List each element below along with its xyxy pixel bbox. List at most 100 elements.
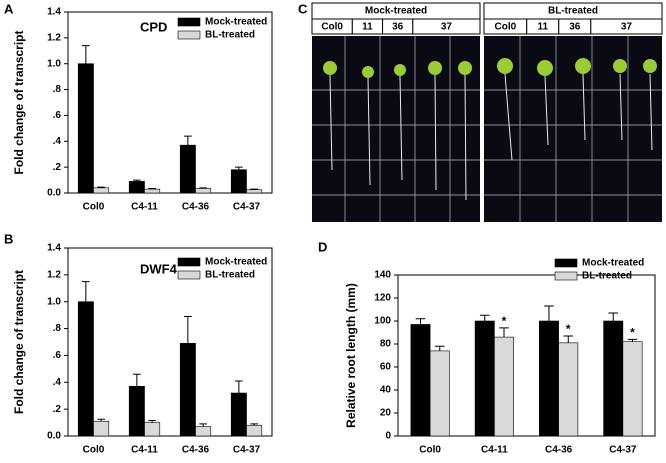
bar [539, 320, 559, 437]
x-tick-label: C4-37 [609, 445, 637, 456]
roots [329, 73, 653, 201]
plate-grid [312, 36, 662, 222]
significance-marker: * [502, 314, 507, 328]
y-tick-label: 140 [374, 270, 391, 281]
y-tick-label: 40 [380, 385, 392, 396]
bar [144, 188, 161, 194]
y-tick-label: .4 [53, 136, 62, 147]
legend-label: BL-treated [582, 271, 632, 282]
legend-label: BL-treated [205, 270, 255, 281]
y-tick-label: 1.4 [47, 7, 61, 18]
x-tick-label: C4-11 [481, 445, 508, 456]
bar [179, 343, 196, 437]
error-bar [627, 338, 638, 342]
legend-swatch [177, 257, 201, 267]
header-cell [590, 18, 663, 35]
x-tick-label: Col0 [83, 202, 105, 213]
x-tick-label: C4-36 [182, 202, 210, 213]
error-bar [250, 188, 258, 190]
column-label: Col0 [321, 22, 343, 33]
y-tick-label: 20 [380, 408, 392, 419]
y-tick-label: .8 [53, 323, 62, 334]
bar [195, 426, 212, 437]
bar [195, 188, 212, 194]
y-tick-label: .6 [53, 110, 62, 121]
significance-marker: * [566, 322, 571, 336]
x-tick-label: Col0 [83, 445, 105, 456]
group-label: Mock-treated [365, 6, 427, 17]
x-tick-label: C4-37 [233, 202, 261, 213]
bar [622, 341, 643, 437]
bar [429, 350, 450, 437]
bar [494, 336, 514, 437]
error-bar [415, 318, 426, 325]
panel-letter: C [298, 1, 308, 16]
error-bar [148, 420, 156, 423]
x-tick-label: C4-36 [545, 445, 573, 456]
error-bar [184, 315, 192, 344]
y-tick-label: .4 [53, 377, 62, 388]
bar [179, 144, 196, 194]
legend-swatch [177, 30, 201, 40]
panel-letter: A [4, 1, 14, 16]
error-bar [499, 327, 509, 338]
x-tick-label: C4-37 [233, 445, 261, 456]
significance-marker: * [630, 326, 635, 340]
y-axis-label: Relative root length (mm) [344, 283, 358, 428]
bar [558, 342, 579, 437]
error-bar [97, 418, 105, 422]
legend-swatch [554, 258, 578, 268]
error-bar [133, 179, 141, 182]
y-tick-label: 1.0 [47, 58, 61, 69]
column-label: 11 [362, 22, 373, 33]
chart-title: DWF4 [140, 261, 178, 276]
bar [410, 324, 431, 437]
bar [77, 301, 94, 437]
y-tick-label: 100 [374, 316, 391, 327]
error-bar [544, 305, 554, 321]
error-bar [235, 166, 243, 170]
y-tick-label: .6 [53, 350, 62, 361]
legend-label: Mock-treated [205, 257, 267, 268]
y-tick-label: .2 [53, 404, 62, 415]
panel-letter: D [318, 239, 327, 254]
column-label: 37 [441, 22, 453, 33]
plate-photo [484, 36, 662, 222]
bar [144, 422, 161, 437]
legend-label: BL-treated [205, 30, 255, 41]
column-label: 36 [392, 22, 404, 33]
panel-letter: B [4, 231, 13, 246]
plot-frame [67, 11, 273, 194]
y-tick-label: 0.0 [47, 431, 61, 442]
error-bar [199, 423, 207, 427]
bar [246, 189, 263, 194]
error-bar [250, 423, 258, 426]
error-bar [82, 45, 90, 64]
x-tick-label: Col0 [419, 445, 441, 456]
chart-title: CPD [140, 19, 167, 34]
x-tick-label: C4-11 [131, 202, 158, 213]
column-label: Col0 [495, 22, 517, 33]
legend-label: Mock-treated [205, 17, 267, 28]
error-bar [235, 380, 243, 394]
error-bar [199, 187, 207, 189]
error-bar [148, 187, 156, 190]
y-axis-label: Fold change of transcript [12, 30, 26, 174]
y-tick-label: 1.2 [47, 269, 61, 280]
legend-swatch [554, 271, 578, 281]
error-bar [434, 345, 445, 351]
error-bar [133, 373, 141, 387]
bar [230, 392, 247, 437]
x-tick-label: C4-36 [182, 445, 210, 456]
legend-swatch [177, 270, 201, 280]
error-bar [82, 281, 90, 302]
plate-photo [312, 36, 480, 222]
seedlings [323, 58, 657, 78]
bar [93, 187, 110, 194]
x-tick-label: C4-11 [131, 445, 158, 456]
plot-frame [67, 247, 273, 437]
bar [246, 424, 263, 437]
bar [603, 320, 624, 437]
error-bar [97, 186, 105, 188]
group-label: BL-treated [548, 6, 598, 17]
